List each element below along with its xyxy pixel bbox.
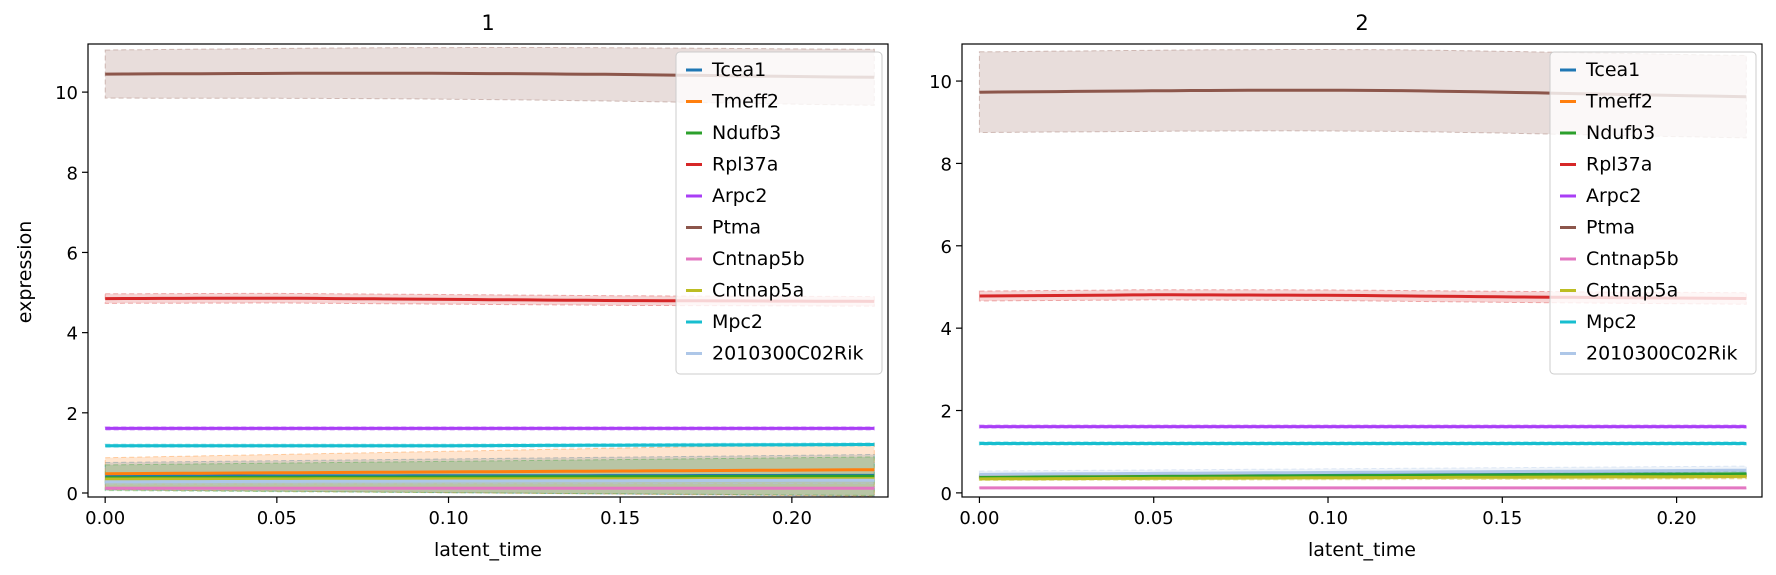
- legend-label: Ptma: [712, 217, 761, 239]
- x-tick-label: 0.20: [772, 508, 812, 529]
- legend-label: Cntnap5b: [712, 248, 805, 270]
- x-tick-label: 0.15: [1482, 508, 1522, 529]
- legend-label: Tcea1: [711, 59, 766, 81]
- y-tick-label: 10: [929, 72, 952, 93]
- y-tick-label: 8: [67, 163, 78, 184]
- x-tick-label: 0.05: [257, 508, 297, 529]
- legend-label: Cntnap5b: [1586, 248, 1679, 270]
- panel-2: 2 0.00 0.05 0.10 0.15 0.20 0 2 4 6 8 10 latent_time T…: [929, 11, 1763, 561]
- panel-title: 1: [481, 11, 494, 35]
- legend-label: Rpl37a: [1586, 154, 1652, 176]
- legend-label: Cntnap5a: [1586, 280, 1678, 302]
- legend-label: Ndufb3: [712, 122, 781, 144]
- legend-label: Arpc2: [712, 185, 767, 207]
- x-tick-label: 0.10: [1308, 508, 1348, 529]
- confidence-band: [104, 442, 875, 497]
- x-tick-label: 0.00: [959, 508, 999, 529]
- legend-label: Mpc2: [1586, 311, 1637, 333]
- legend-label: Rpl37a: [712, 154, 778, 176]
- series-line: [979, 472, 1747, 479]
- panel-title: 2: [1355, 11, 1368, 35]
- x-tick-label: 0.10: [428, 508, 468, 529]
- legend-label: Mpc2: [712, 311, 763, 333]
- legend: Tcea1 Tmeff2 Ndufb3 Rpl37a Arpc2 Ptma Cntnap5b…: [1549, 51, 1757, 375]
- y-tick-label: 2: [941, 402, 952, 423]
- y-tick-label: 0: [941, 484, 952, 505]
- y-tick-label: 2: [67, 404, 78, 425]
- legend-label: Cntnap5a: [712, 280, 804, 302]
- x-axis-label: latent_time: [434, 539, 542, 561]
- x-tick-label: 0.20: [1657, 508, 1697, 529]
- x-tick-label: 0.05: [1134, 508, 1174, 529]
- series-line: [979, 468, 1747, 476]
- legend-box: [675, 51, 883, 375]
- axes-frame: [87, 43, 889, 498]
- axes-frame: [961, 43, 1763, 498]
- legend: Tcea1 Tmeff2 Ndufb3 Rpl37a Arpc2 Ptma Cntnap5b…: [675, 51, 883, 375]
- legend-label: Arpc2: [1586, 185, 1641, 207]
- panel-1: 1 0.00 0.05 0.10 0.15 0.20 0 2 4 6 8 10 latent_time T…: [55, 11, 889, 561]
- legend-label: 2010300C02Rik: [712, 343, 864, 365]
- y-tick-label: 0: [67, 484, 78, 505]
- y-axis-label: expression: [14, 221, 36, 324]
- legend-label: Tmeff2: [711, 91, 779, 113]
- y-tick-label: 6: [67, 243, 78, 264]
- x-tick-label: 0.15: [600, 508, 640, 529]
- y-tick-label: 8: [941, 154, 952, 175]
- series-line: [105, 478, 875, 484]
- series-line: [979, 474, 1747, 481]
- y-tick-label: 6: [941, 237, 952, 258]
- legend-label: Tcea1: [1585, 59, 1640, 81]
- series-line: [105, 443, 875, 448]
- y-tick-label: 10: [55, 83, 78, 104]
- legend-box: [1549, 51, 1757, 375]
- y-tick-label: 4: [941, 319, 952, 340]
- legend-label: Tmeff2: [1585, 91, 1653, 113]
- legend-label: Ndufb3: [1586, 122, 1655, 144]
- x-tick-label: 0.00: [85, 508, 125, 529]
- x-axis-label: latent_time: [1308, 539, 1416, 561]
- y-tick-label: 4: [67, 324, 78, 345]
- series-line: [105, 468, 875, 476]
- legend-label: 2010300C02Rik: [1586, 343, 1738, 365]
- legend-label: Ptma: [1586, 217, 1635, 239]
